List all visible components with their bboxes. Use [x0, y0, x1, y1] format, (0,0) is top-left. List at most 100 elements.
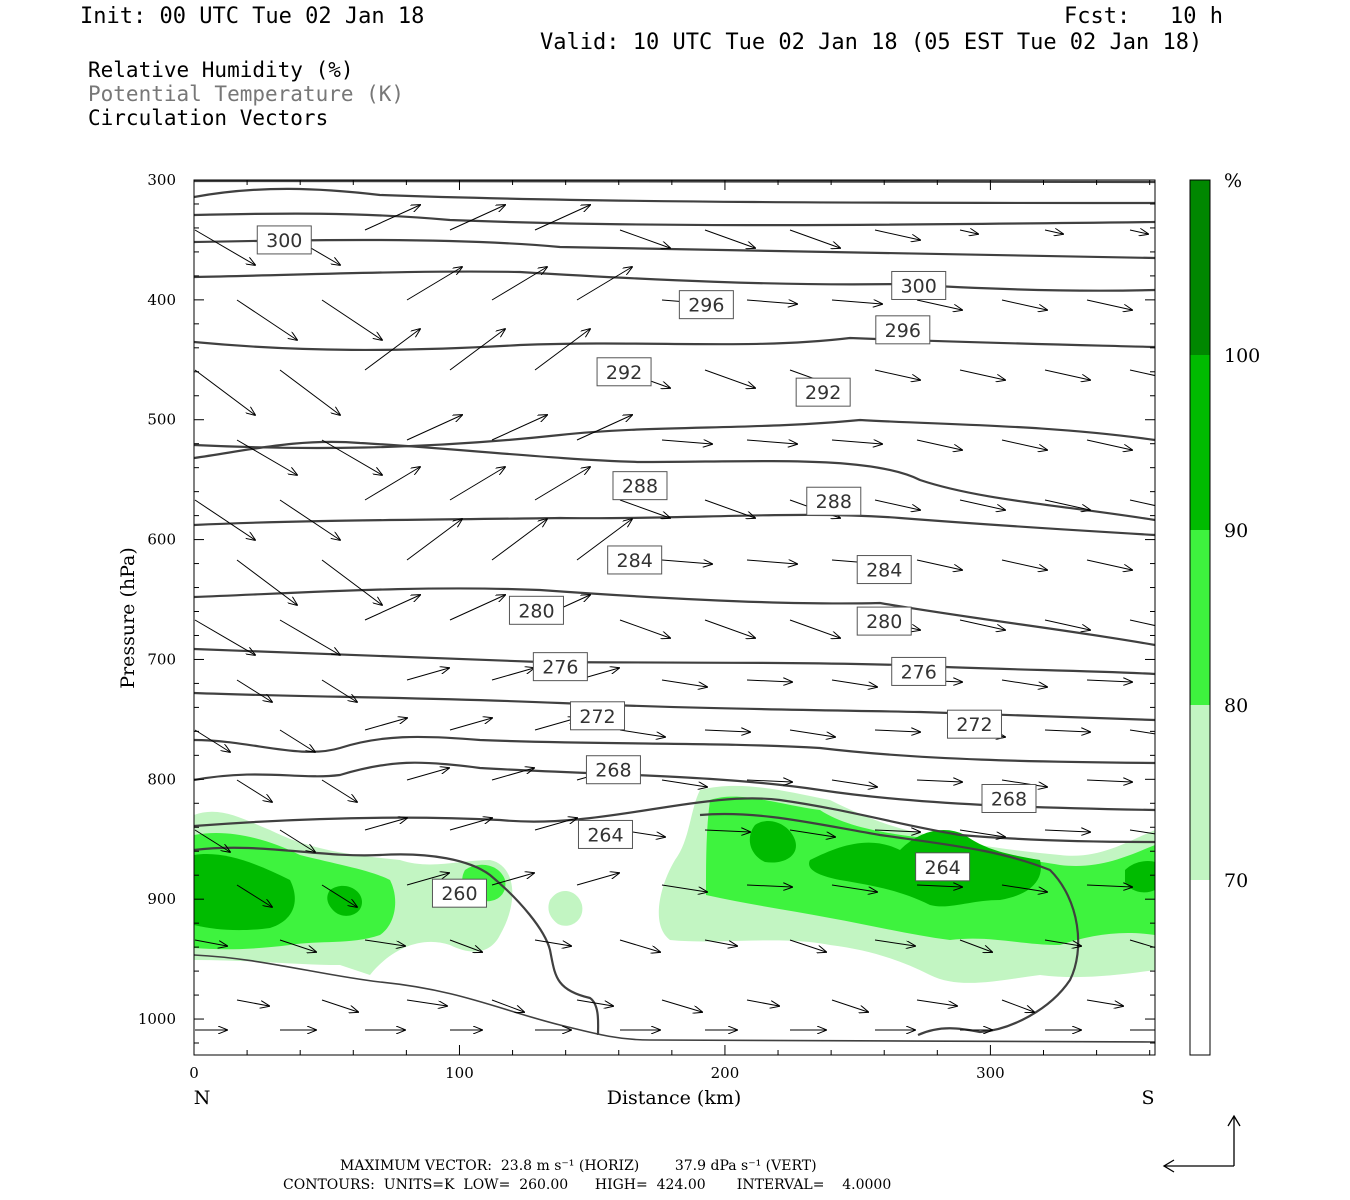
vector-arrow: [916, 999, 957, 1006]
contour-label-box: [508, 595, 564, 625]
contour-label: 292: [805, 382, 841, 404]
vector-arrow: [1086, 780, 1132, 782]
vector-arrow: [1044, 230, 1063, 234]
vector-arrow: [534, 329, 590, 371]
vector-arrow: [1044, 499, 1090, 510]
y-tick-label: 400: [147, 291, 176, 309]
vector-arrow: [661, 440, 712, 444]
vector-arrow: [576, 267, 632, 301]
colorbar-segment-70-80: [1190, 705, 1210, 880]
contour-line: [194, 187, 1155, 205]
x-tick-label: 300: [976, 1064, 1005, 1082]
vector-arrow: [661, 679, 707, 687]
contour-label: 272: [579, 706, 615, 728]
vector-arrow: [619, 499, 670, 518]
vector-arrow: [959, 369, 1005, 380]
vector-arrow: [959, 939, 992, 952]
vector-arrow: [279, 369, 340, 415]
vector-arrow: [916, 299, 962, 310]
vector-arrow: [1086, 680, 1132, 682]
contour-label-box: [875, 315, 931, 345]
contour-label: 272: [956, 714, 992, 736]
contour-line: [194, 180, 1155, 184]
vector-arrow: [406, 999, 447, 1006]
contour-label: 288: [622, 476, 658, 498]
vector-arrow: [874, 830, 920, 832]
contour-label: 280: [866, 611, 902, 633]
vector-arrow: [279, 729, 315, 752]
vector-arrow: [874, 499, 920, 510]
contour-label-box: [856, 555, 912, 585]
vector-arrow: [1086, 299, 1132, 310]
contour-label: 284: [617, 550, 653, 572]
vector-arrow: [789, 619, 840, 638]
vector-arrow: [236, 559, 297, 605]
x-tick-label: 100: [445, 1064, 474, 1082]
contour-line: [194, 647, 1155, 676]
vector-arrow: [321, 779, 357, 802]
contour-line: [194, 954, 1155, 1043]
max-vector-note: MAXIMUM VECTOR: 23.8 m s⁻¹ (HORIZ) 37.9 …: [340, 1158, 817, 1174]
vector-arrow: [364, 818, 407, 831]
contour-label-box: [806, 486, 862, 516]
vector-arrow: [491, 519, 547, 561]
vector-arrow: [746, 440, 797, 444]
vector-arrow: [491, 768, 534, 781]
vector-arrow: [236, 779, 272, 802]
reference-vector-icon: [1162, 1114, 1241, 1173]
contour-label-box: [946, 709, 1002, 739]
vector-arrow: [321, 559, 382, 605]
vector-arrow: [1129, 939, 1155, 949]
colorbar: % 100 90 80 70: [1189, 170, 1260, 1056]
vector-arrow: [236, 439, 297, 475]
vector-arrow: [449, 818, 492, 831]
vector-arrow: [279, 499, 340, 540]
vector-arrow: [321, 679, 357, 702]
contour-labels: 300 300 296 296 292 292 288 288 284 284 280 280 276 2…: [256, 225, 1037, 908]
vector-arrow: [1001, 884, 1047, 892]
contour-label: 264: [924, 857, 960, 879]
vector-arrow: [194, 499, 255, 540]
vector-arrow: [576, 519, 632, 561]
vector-arrow: [534, 718, 577, 731]
vector-arrow: [1129, 499, 1155, 507]
colorbar-segment-100: [1190, 180, 1210, 355]
vector-arrow: [746, 680, 792, 682]
contour-label: 292: [606, 362, 642, 384]
vector-arrow: [364, 467, 420, 501]
vector-arrow: [321, 999, 358, 1012]
vector-arrow: [194, 369, 255, 415]
vector-arrow: [619, 729, 665, 737]
vector-arrow: [576, 999, 613, 1006]
vector-arrow: [831, 884, 877, 892]
x-end-label-left: N: [194, 1087, 211, 1109]
vector-arrow: [916, 885, 962, 887]
vector-arrow: [704, 939, 737, 946]
colorbar-segment-below-70: [1190, 880, 1210, 1055]
vector-arrow: [1044, 369, 1090, 380]
vector-arrow: [916, 439, 962, 450]
vector-arrow: [1086, 439, 1132, 450]
vector-arrow: [406, 768, 449, 781]
vector-arrow: [194, 829, 230, 852]
legend-circulation-vectors: Circulation Vectors: [88, 106, 329, 130]
vector-arrow: [534, 467, 590, 501]
vector-arrow: [959, 829, 1005, 837]
y-tick-label: 1000: [138, 1010, 176, 1028]
vector-arrow: [449, 329, 505, 371]
vector-arrow: [704, 619, 755, 638]
vector-arrow: [279, 829, 315, 852]
vector-arrow: [576, 415, 632, 441]
vector-arrow: [364, 205, 420, 231]
vector-arrow: [789, 939, 826, 952]
contour-label-box: [256, 225, 312, 255]
x-tick-label: 0: [189, 1064, 199, 1082]
x-axis-ticks: 0 100 200 300: [189, 180, 1151, 1082]
rh-70-80-blob-small: [548, 890, 583, 926]
vector-arrow: [789, 229, 840, 248]
init-time: Init: 00 UTC Tue 02 Jan 18: [80, 4, 425, 29]
vector-arrow: [874, 369, 920, 380]
vector-arrow: [1129, 230, 1148, 234]
vector-arrow: [661, 884, 707, 892]
